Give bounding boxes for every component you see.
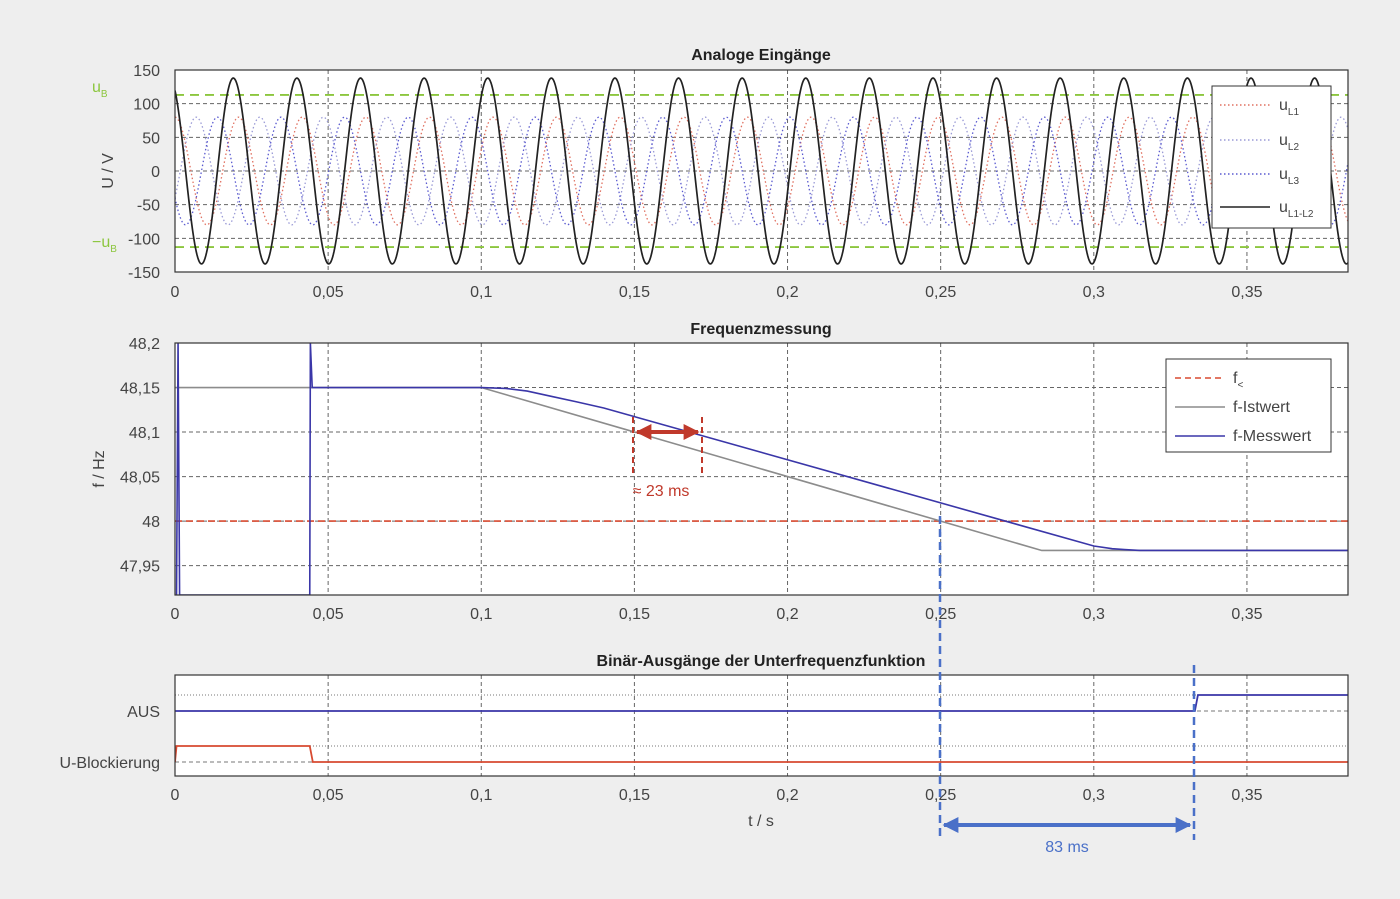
svg-text:f-Istwert: f-Istwert bbox=[1233, 399, 1290, 416]
annotation-83ms: 83 ms bbox=[938, 516, 1196, 856]
x-tick-label: 0,35 bbox=[1231, 284, 1262, 301]
x-tick-label: 0,3 bbox=[1083, 606, 1105, 623]
x-tick-label: 0,05 bbox=[313, 606, 344, 623]
x-tick-label: 0,2 bbox=[776, 284, 798, 301]
y-tick-labels: 48,2 48,15 48,1 48,05 48 47,95 bbox=[120, 336, 160, 576]
chart-title: Analoge Eingänge bbox=[691, 47, 831, 64]
y-tick-label: 47,95 bbox=[120, 559, 160, 576]
y-tick-label: 48,1 bbox=[129, 425, 160, 442]
chart-frequenzmessung: Frequenzmessung f / Hz 48,2 48,15 48,1 48,0… bbox=[91, 321, 1349, 623]
series-ul2 bbox=[175, 116, 1348, 226]
plot-area bbox=[175, 70, 1348, 272]
y-tick-label: 48,2 bbox=[129, 336, 160, 353]
x-tick-label: 0,1 bbox=[470, 284, 492, 301]
y-tick-label: 48,05 bbox=[120, 470, 160, 487]
side-label-ub: uB bbox=[92, 79, 108, 100]
series-group bbox=[175, 343, 1348, 595]
legend-item-ul1: uL1 bbox=[1220, 97, 1299, 118]
x-axis-label: t / s bbox=[748, 813, 774, 830]
x-tick-label: 0,3 bbox=[1083, 284, 1105, 301]
y-tick-label: 48,15 bbox=[120, 381, 160, 398]
x-tick-label: 0,35 bbox=[1231, 787, 1262, 804]
y-tick-label: 50 bbox=[142, 130, 160, 147]
x-tick-label: 0,2 bbox=[776, 787, 798, 804]
series-group bbox=[175, 77, 1348, 265]
legend-item-f-istwert: f-Istwert bbox=[1175, 399, 1290, 416]
y-tick-label-u-blockierung: U-Blockierung bbox=[60, 755, 160, 772]
x-tick-label: 0 bbox=[171, 787, 180, 804]
svg-text:f<: f< bbox=[1233, 370, 1243, 391]
chart-analoge-eingaenge: Analoge Eingänge U / V 150 100 50 0 -50 -100 -… bbox=[92, 47, 1349, 301]
x-tick-label: 0,15 bbox=[619, 284, 650, 301]
x-tick-label: 0,05 bbox=[313, 284, 344, 301]
y-axis-label: U / V bbox=[100, 153, 117, 189]
legend-item-f-threshold: f< bbox=[1175, 370, 1243, 391]
x-tick-label: 0,25 bbox=[925, 284, 956, 301]
x-tick-label: 0 bbox=[171, 284, 180, 301]
x-tick-label: 0,35 bbox=[1231, 606, 1262, 623]
series-aus bbox=[175, 694, 1348, 712]
y-tick-label: 150 bbox=[133, 63, 160, 80]
side-label-minus-ub: −uB bbox=[92, 234, 117, 255]
svg-text:uB: uB bbox=[92, 79, 108, 100]
plot-area bbox=[175, 675, 1348, 776]
plot-frame bbox=[174, 69, 1349, 273]
plot-frame bbox=[174, 342, 1349, 596]
y-tick-labels: 150 100 50 0 -50 -100 -150 bbox=[128, 63, 160, 282]
svg-text:uL1: uL1 bbox=[1279, 97, 1299, 118]
legend: f< f-Istwert f-Messwert bbox=[1165, 358, 1332, 453]
legend: uL1 uL2 uL3 uL1-L2 bbox=[1211, 85, 1332, 229]
chart-title: Binär-Ausgänge der Unterfrequenzfunktion bbox=[597, 653, 926, 670]
svg-text:f-Messwert: f-Messwert bbox=[1233, 428, 1312, 445]
series-ul1-l2 bbox=[175, 77, 1348, 265]
svg-text:≈ 23 ms: ≈ 23 ms bbox=[633, 483, 690, 500]
y-tick-label: 0 bbox=[151, 164, 160, 181]
series-group bbox=[175, 694, 1348, 763]
x-tick-label: 0,1 bbox=[470, 787, 492, 804]
svg-text:83 ms: 83 ms bbox=[1045, 839, 1089, 856]
svg-text:−uB: −uB bbox=[92, 234, 117, 255]
legend-item-ul2: uL2 bbox=[1220, 132, 1299, 153]
x-tick-label: 0,15 bbox=[619, 606, 650, 623]
x-tick-label: 0,1 bbox=[470, 606, 492, 623]
legend-item-ul1-l2: uL1-L2 bbox=[1220, 199, 1314, 220]
y-tick-label: 48 bbox=[142, 514, 160, 531]
svg-text:uL2: uL2 bbox=[1279, 132, 1299, 153]
legend-item-f-messwert: f-Messwert bbox=[1175, 428, 1312, 445]
grid-vertical bbox=[327, 675, 1248, 776]
y-tick-label: -50 bbox=[137, 198, 160, 215]
x-tick-labels: 0 0,05 0,1 0,15 0,2 0,25 0,3 0,35 bbox=[171, 284, 1263, 301]
legend-item-ul3: uL3 bbox=[1220, 166, 1299, 187]
x-tick-labels: 00,050,10,150,20,250,30,35 bbox=[171, 787, 1263, 804]
y-axis-label: f / Hz bbox=[91, 450, 108, 487]
y-tick-label: 100 bbox=[133, 97, 160, 114]
x-tick-label: 0,3 bbox=[1083, 787, 1105, 804]
chart-title: Frequenzmessung bbox=[690, 321, 831, 338]
annotation-23ms: ≈ 23 ms bbox=[632, 417, 703, 500]
series-f-messwert bbox=[175, 343, 1348, 595]
x-tick-label: 0,2 bbox=[776, 606, 798, 623]
x-tick-labels: 00,050,10,150,20,250,30,35 bbox=[171, 606, 1263, 623]
x-tick-label: 0,15 bbox=[619, 787, 650, 804]
x-tick-label: 0 bbox=[171, 606, 180, 623]
y-tick-label: -150 bbox=[128, 265, 160, 282]
x-tick-label: 0,05 bbox=[313, 787, 344, 804]
series-ul1 bbox=[175, 116, 1348, 226]
chart-binaer-ausgaenge: Binär-Ausgänge der Unterfrequenzfunktion… bbox=[60, 653, 1349, 830]
y-tick-label-aus: AUS bbox=[127, 704, 160, 721]
series-ul3 bbox=[175, 116, 1348, 226]
series-u-blockierung bbox=[175, 745, 1348, 763]
svg-text:uL3: uL3 bbox=[1279, 166, 1299, 187]
plot-frame bbox=[174, 674, 1349, 777]
svg-text:uL1-L2: uL1-L2 bbox=[1279, 199, 1314, 220]
grid bbox=[175, 694, 1348, 763]
y-tick-label: -100 bbox=[128, 231, 160, 248]
